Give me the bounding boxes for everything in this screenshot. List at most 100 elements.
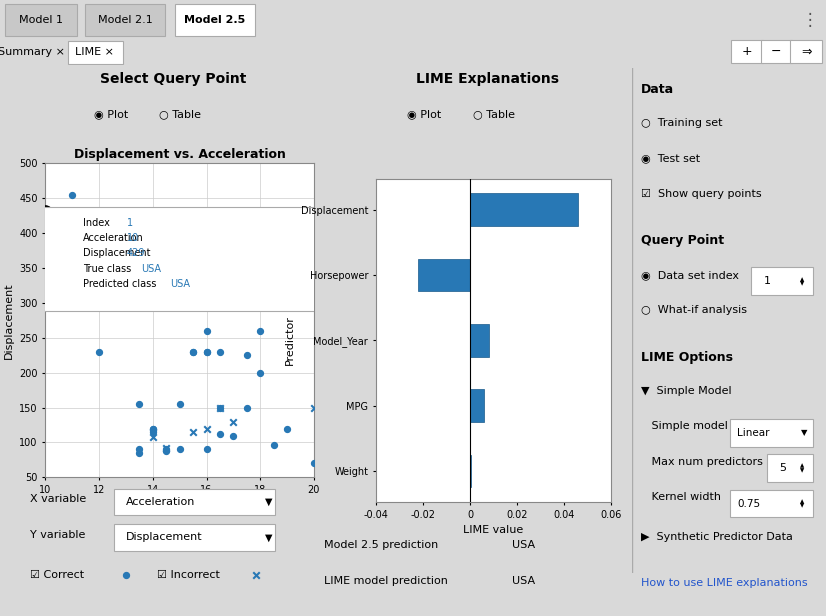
- Text: 1: 1: [764, 277, 771, 286]
- Bar: [470, 389, 484, 422]
- FancyBboxPatch shape: [767, 454, 813, 482]
- Point: [146, 427, 159, 437]
- Text: Model 2.1: Model 2.1: [97, 15, 152, 25]
- Text: LIME Explanations: LIME Explanations: [415, 71, 559, 86]
- Y-axis label: Predictor: Predictor: [285, 315, 295, 365]
- Text: LIME Options: LIME Options: [641, 351, 733, 363]
- Text: USA: USA: [141, 264, 161, 274]
- Point: [200, 445, 213, 455]
- Point: [280, 424, 294, 434]
- X-axis label: LIME value: LIME value: [463, 525, 524, 535]
- Text: USA: USA: [512, 540, 535, 549]
- Y-axis label: Displacement: Displacement: [3, 282, 13, 359]
- Text: +: +: [742, 45, 752, 59]
- Point: [254, 326, 267, 336]
- FancyBboxPatch shape: [5, 41, 60, 63]
- Text: ▼  Simple Model: ▼ Simple Model: [641, 386, 732, 396]
- FancyBboxPatch shape: [85, 4, 165, 36]
- Point: [187, 347, 200, 357]
- Text: ○  Training set: ○ Training set: [641, 118, 723, 128]
- Point: [173, 399, 186, 409]
- Text: Model 1: Model 1: [19, 15, 63, 25]
- Text: ○ Table: ○ Table: [472, 110, 515, 120]
- Point: [213, 403, 226, 413]
- Point: [39, 208, 52, 217]
- Point: [146, 424, 159, 434]
- Text: ▲
▼: ▲ ▼: [800, 277, 804, 286]
- Text: 10: 10: [126, 233, 139, 243]
- Text: Predicted class: Predicted class: [83, 279, 156, 289]
- Point: [240, 403, 254, 413]
- Text: Y variable: Y variable: [30, 530, 85, 540]
- Bar: [470, 193, 578, 226]
- Point: [240, 351, 254, 360]
- Text: 1: 1: [126, 217, 133, 227]
- Text: ▼: ▼: [801, 429, 808, 437]
- Text: Displacement: Displacement: [126, 532, 202, 543]
- Text: X variable: X variable: [30, 494, 86, 504]
- Point: [146, 425, 159, 435]
- Text: ⇒: ⇒: [801, 45, 811, 59]
- Text: ▶  Synthetic Predictor Data: ▶ Synthetic Predictor Data: [641, 532, 793, 543]
- FancyBboxPatch shape: [731, 40, 762, 63]
- Text: True class: True class: [83, 264, 131, 274]
- Point: [213, 403, 226, 413]
- Text: USA: USA: [512, 575, 535, 586]
- Text: ▼: ▼: [265, 497, 273, 507]
- Text: Displacement: Displacement: [83, 248, 150, 258]
- Point: [159, 445, 173, 455]
- Text: ▼: ▼: [265, 532, 273, 543]
- Title: Displacement vs. Acceleration: Displacement vs. Acceleration: [74, 148, 286, 161]
- Text: Summary ×: Summary ×: [0, 47, 65, 57]
- FancyBboxPatch shape: [730, 419, 813, 447]
- Point: [120, 570, 133, 580]
- Point: [187, 347, 200, 357]
- Text: LIME ×: LIME ×: [75, 47, 115, 57]
- Text: Acceleration: Acceleration: [83, 233, 144, 243]
- Text: −: −: [771, 45, 781, 59]
- Text: 5: 5: [779, 463, 786, 473]
- Text: Simple model: Simple model: [641, 421, 729, 431]
- Point: [39, 208, 52, 217]
- FancyBboxPatch shape: [16, 207, 359, 311]
- Text: LIME model prediction: LIME model prediction: [324, 575, 448, 586]
- FancyBboxPatch shape: [114, 524, 275, 551]
- Text: Data: Data: [641, 83, 675, 96]
- Point: [133, 448, 146, 458]
- Point: [146, 432, 159, 442]
- Point: [226, 431, 240, 440]
- Text: ◉ Plot: ◉ Plot: [407, 110, 442, 120]
- Text: Index: Index: [83, 217, 110, 227]
- Text: Query Point: Query Point: [641, 235, 724, 248]
- Point: [173, 445, 186, 455]
- Text: ⋮: ⋮: [802, 11, 819, 29]
- Text: 429: 429: [126, 248, 145, 258]
- FancyBboxPatch shape: [5, 4, 77, 36]
- Point: [200, 347, 213, 357]
- Point: [307, 458, 320, 468]
- Text: ○ Table: ○ Table: [159, 110, 201, 120]
- Text: Kernel width: Kernel width: [641, 492, 721, 502]
- Point: [133, 445, 146, 455]
- Bar: [418, 259, 470, 291]
- Text: ◉ Plot: ◉ Plot: [93, 110, 128, 120]
- FancyBboxPatch shape: [114, 488, 275, 516]
- Text: 0.75: 0.75: [738, 499, 761, 509]
- Text: ▲
▼: ▲ ▼: [800, 464, 804, 473]
- Text: How to use LIME explanations: How to use LIME explanations: [641, 578, 808, 588]
- Point: [213, 347, 226, 357]
- Point: [146, 424, 159, 434]
- Text: ☑ Incorrect: ☑ Incorrect: [157, 570, 220, 580]
- Point: [294, 263, 307, 273]
- Point: [159, 443, 173, 453]
- X-axis label: Acceleration: Acceleration: [145, 501, 214, 511]
- Point: [65, 190, 78, 200]
- Text: ◉  Test set: ◉ Test set: [641, 153, 700, 164]
- FancyBboxPatch shape: [790, 40, 822, 63]
- FancyBboxPatch shape: [730, 490, 813, 517]
- Text: Select Query Point: Select Query Point: [100, 71, 247, 86]
- Text: Model 2.5 prediction: Model 2.5 prediction: [324, 540, 438, 549]
- Text: ◉  Data set index: ◉ Data set index: [641, 270, 739, 280]
- Point: [133, 399, 146, 409]
- FancyBboxPatch shape: [175, 4, 255, 36]
